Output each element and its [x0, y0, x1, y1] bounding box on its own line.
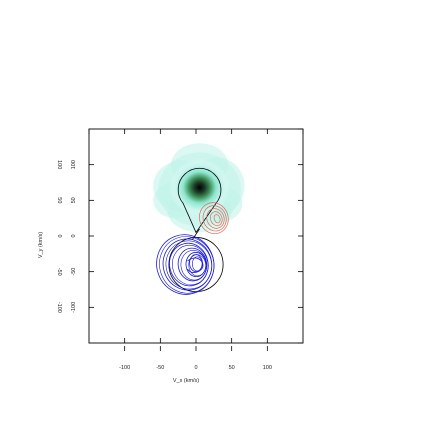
blue-contour: [156, 234, 215, 295]
blue-contour: [185, 252, 207, 278]
x-tick-label: -100: [119, 365, 130, 371]
y-axis-title: V_y (km/s): [38, 232, 44, 258]
blue-contour-inner: [187, 257, 204, 273]
blue-contour: [172, 244, 209, 286]
red-contour: [206, 208, 225, 229]
black-contour-lower: [168, 237, 224, 293]
x-axis-title: V_x (km/s): [173, 378, 199, 384]
x-tick-label: 100: [263, 365, 272, 371]
y-mirror-tick-label: 0: [56, 234, 62, 237]
contour-lines: [156, 167, 229, 295]
x-tick-label: 50: [229, 365, 235, 371]
blue-contour: [177, 247, 208, 282]
blue-contour: [191, 256, 203, 272]
red-contour: [202, 205, 227, 232]
intensity-image: [153, 143, 245, 233]
x-tick-label: -50: [156, 365, 164, 371]
blue-contour: [165, 240, 212, 290]
axis-ticks: [88, 128, 304, 351]
blue-contour: [159, 236, 215, 294]
y-tick-label: -50: [71, 268, 77, 276]
blue-contour: [162, 238, 213, 291]
y-mirror-tick-label: -100: [56, 302, 62, 313]
y-tick-label: 0: [71, 234, 77, 237]
black-contour-upper: [177, 167, 222, 234]
y-tick-label: 50: [71, 197, 77, 203]
y-tick-label: -100: [71, 302, 77, 313]
y-mirror-tick-label: 100: [56, 160, 62, 169]
red-contour: [199, 202, 229, 235]
axis-labels: -100 -50 0 50 100 -100 -50 0 50 100 100 50 0 -50 -100: [56, 160, 272, 371]
y-mirror-tick-label: -50: [56, 268, 62, 276]
y-tick-label: 100: [71, 160, 77, 169]
blue-contour: [169, 242, 209, 287]
blue-contour: [180, 249, 207, 281]
red-contour: [210, 211, 223, 226]
x-tick-label: 0: [194, 365, 197, 371]
y-mirror-tick-label: 50: [56, 197, 62, 203]
red-contour: [213, 214, 221, 224]
image-core: [169, 158, 230, 217]
